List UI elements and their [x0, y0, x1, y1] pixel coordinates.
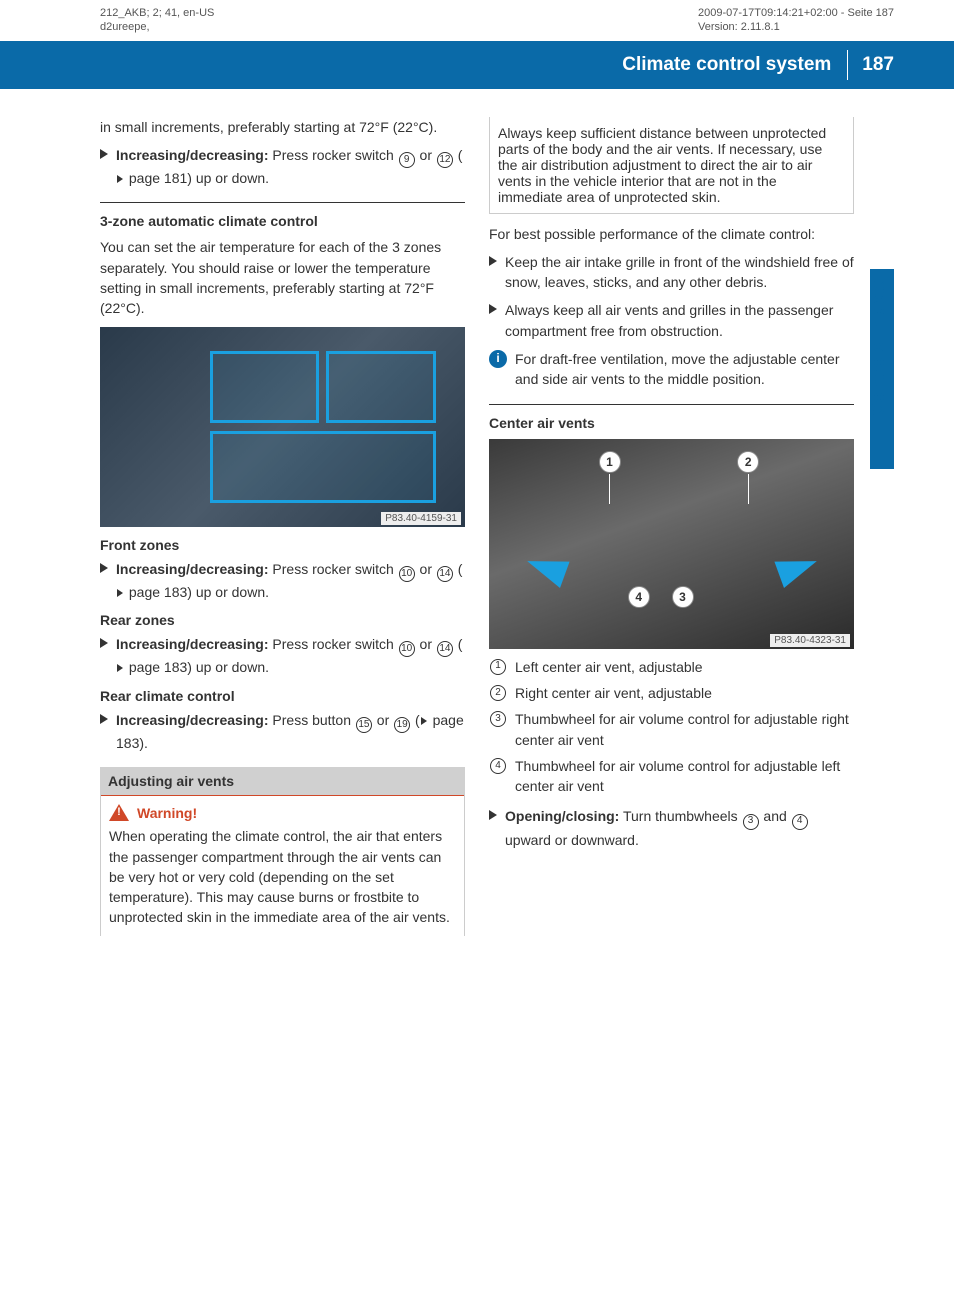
warning-body: When operating the climate control, the … — [101, 826, 464, 935]
legend-4: 4 Thumbwheel for air volume control for … — [489, 756, 854, 797]
page-body: Controls in detail in small increments, … — [0, 89, 954, 976]
heading-rear-climate: Rear climate control — [100, 688, 465, 704]
heading-center-vents: Center air vents — [489, 415, 854, 431]
bullet-vents-free: Always keep all air vents and grilles in… — [489, 300, 854, 341]
rule — [100, 202, 465, 203]
warning-box: Warning! When operating the climate cont… — [100, 795, 465, 935]
callout-1: 1 — [599, 451, 621, 473]
legend-2: 2 Right center air vent, adjustable — [489, 683, 854, 703]
callout-2: 2 — [737, 451, 759, 473]
warning-continuation: Always keep sufficient distance between … — [489, 117, 854, 214]
bullet-icon — [489, 256, 497, 266]
zone-front-left — [210, 351, 320, 423]
bullet-inc-dec-1: Increasing/decreasing: Press rocker swit… — [100, 145, 465, 189]
columns: in small increments, preferably starting… — [100, 117, 894, 936]
callout-3: 3 — [672, 586, 694, 608]
arrow-right-icon — [774, 548, 821, 588]
bullet-text: Increasing/decreasing: Press button 15 o… — [116, 710, 465, 754]
callout-4: 4 — [628, 586, 650, 608]
bullet-text: Increasing/decreasing: Press rocker swit… — [116, 145, 465, 189]
warning-title: Warning! — [137, 805, 197, 821]
info-text: For draft-free ventilation, move the adj… — [515, 349, 854, 390]
bullet-text: Increasing/decreasing: Press rocker swit… — [116, 559, 465, 603]
page-ref-icon — [117, 664, 123, 672]
bullet-intake: Keep the air intake grille in front of t… — [489, 252, 854, 293]
meta-left-line1: 212_AKB; 2; 41, en-US — [100, 6, 214, 20]
header-divider — [847, 50, 848, 80]
info-icon: i — [489, 350, 507, 368]
heading-rear-zones: Rear zones — [100, 612, 465, 628]
warning-title-row: Warning! — [101, 795, 464, 826]
section-header-vents: Adjusting air vents — [100, 767, 465, 795]
bullet-icon — [100, 714, 108, 724]
warning-icon — [109, 804, 129, 822]
bullet-icon — [100, 638, 108, 648]
meta-left-line2: d2ureepe, — [100, 20, 214, 34]
para-3zone: You can set the air temperature for each… — [100, 237, 465, 318]
info-row: i For draft-free ventilation, move the a… — [489, 349, 854, 390]
bullet-text: Opening/closing: Turn thumbwheels 3 and … — [505, 806, 854, 850]
warning-cont-text: Always keep sufficient distance between … — [498, 125, 826, 205]
side-label: Controls in detail — [868, 269, 889, 416]
column-right: Always keep sufficient distance between … — [489, 117, 894, 936]
page-ref-icon — [117, 589, 123, 597]
heading-3zone: 3-zone automatic climate control — [100, 213, 465, 229]
page-ref-icon — [421, 717, 427, 725]
page-title: Climate control system — [622, 54, 831, 76]
bullet-opening-closing: Opening/closing: Turn thumbwheels 3 and … — [489, 806, 854, 850]
figure-center-vents: 1 2 3 4 P83.40-4323-31 — [489, 439, 854, 649]
rule — [489, 404, 854, 405]
figure-zones: P83.40-4159-31 — [100, 327, 465, 527]
bullet-icon — [489, 810, 497, 820]
meta-right-line2: Version: 2.11.8.1 — [698, 20, 894, 34]
bullet-icon — [100, 563, 108, 573]
ref-12: 12 — [437, 152, 453, 168]
para-performance: For best possible performance of the cli… — [489, 224, 854, 244]
meta-right-line1: 2009-07-17T09:14:21+02:00 - Seite 187 — [698, 6, 894, 20]
bullet-rear: Increasing/decreasing: Press rocker swit… — [100, 634, 465, 678]
bullet-front: Increasing/decreasing: Press rocker swit… — [100, 559, 465, 603]
page-ref-icon — [117, 175, 123, 183]
meta-left: 212_AKB; 2; 41, en-US d2ureepe, — [100, 6, 214, 35]
page-number: 187 — [862, 54, 894, 76]
heading-front-zones: Front zones — [100, 537, 465, 553]
page-header-bar: Climate control system 187 — [0, 41, 954, 89]
figure-label-2: P83.40-4323-31 — [770, 634, 850, 647]
callout-line — [609, 474, 610, 504]
bullet-text: Keep the air intake grille in front of t… — [505, 252, 854, 293]
legend-3: 3 Thumbwheel for air volume control for … — [489, 709, 854, 750]
callout-line — [748, 474, 749, 504]
zone-front-right — [326, 351, 436, 423]
arrow-left-icon — [522, 548, 569, 588]
bullet-text: Always keep all air vents and grilles in… — [505, 300, 854, 341]
intro-text: in small increments, preferably starting… — [100, 117, 465, 137]
meta-header: 212_AKB; 2; 41, en-US d2ureepe, 2009-07-… — [0, 0, 954, 41]
bullet-rear-climate: Increasing/decreasing: Press button 15 o… — [100, 710, 465, 754]
figure-label-1: P83.40-4159-31 — [381, 512, 461, 525]
bullet-icon — [489, 304, 497, 314]
zone-rear — [210, 431, 436, 503]
bullet-text: Increasing/decreasing: Press rocker swit… — [116, 634, 465, 678]
legend-1: 1 Left center air vent, adjustable — [489, 657, 854, 677]
column-left: in small increments, preferably starting… — [100, 117, 465, 936]
label: Increasing/decreasing: — [116, 147, 269, 163]
meta-right: 2009-07-17T09:14:21+02:00 - Seite 187 Ve… — [698, 6, 894, 35]
bullet-icon — [100, 149, 108, 159]
